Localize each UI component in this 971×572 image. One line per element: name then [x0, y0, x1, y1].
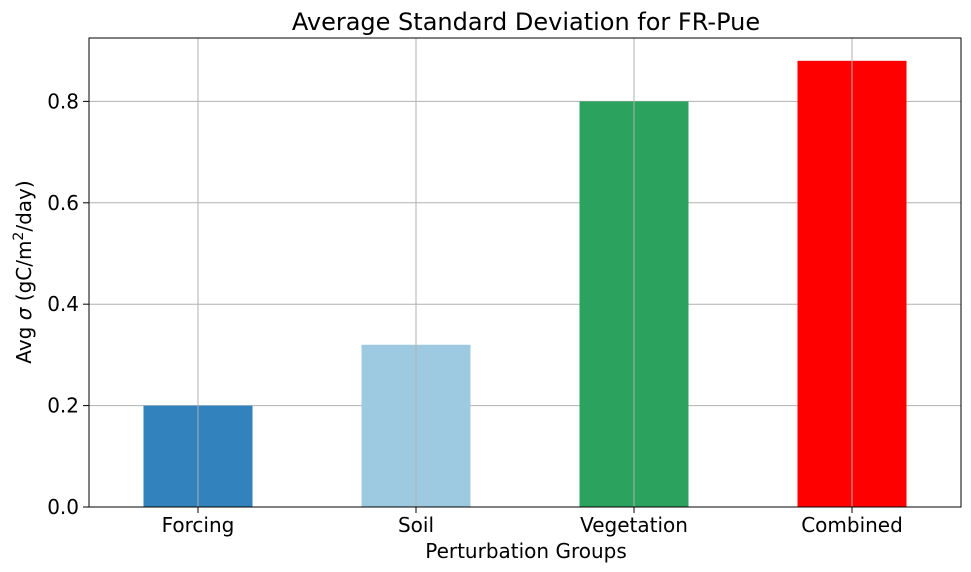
y-tick-label: 0.0 [47, 495, 79, 519]
y-tick-label: 0.4 [47, 292, 79, 316]
plot-area-frame [88, 37, 962, 508]
chart-title: Average Standard Deviation for FR-Pue [292, 8, 760, 36]
y-axis-label: Avg σ (gC/m2/day) [11, 180, 36, 363]
y-tick-label: 0.6 [47, 191, 79, 215]
y-tick-label: 0.8 [47, 89, 79, 113]
x-axis-label: Perturbation Groups [425, 539, 627, 563]
x-tick-label: Vegetation [580, 513, 688, 537]
axis-ticks: 0.0 0.2 0.4 0.6 0.8 Forcing Soil Vegetation Comb… [47, 89, 903, 537]
x-tick-label: Forcing [162, 513, 235, 537]
x-tick-label: Soil [398, 513, 434, 537]
y-tick-label: 0.2 [47, 394, 79, 418]
bars [143, 60, 907, 507]
vertical-grid-lines [197, 38, 853, 507]
x-tick-label: Combined [801, 513, 903, 537]
